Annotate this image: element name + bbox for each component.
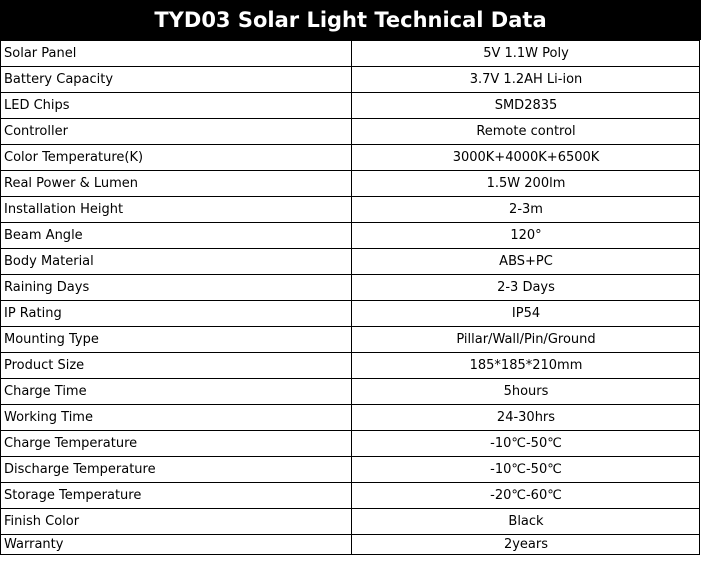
spec-label: Product Size bbox=[4, 358, 85, 373]
spec-value: -20℃-60℃ bbox=[351, 483, 700, 508]
spec-value: -10℃-50℃ bbox=[351, 457, 700, 482]
spec-value: 3000K+4000K+6500K bbox=[351, 145, 700, 170]
spec-label: Real Power & Lumen bbox=[4, 176, 139, 191]
spec-label: Finish Color bbox=[4, 514, 80, 529]
table-title: TYD03 Solar Light Technical Data bbox=[0, 0, 701, 40]
table-row: Color Temperature(K) 3000K+4000K+6500K bbox=[0, 144, 700, 170]
spec-value: Black bbox=[351, 509, 700, 534]
table-row: IP Rating IP54 bbox=[0, 300, 700, 326]
spec-label: Mounting Type bbox=[4, 332, 99, 347]
table-row: Installation Height 2-3m bbox=[0, 196, 700, 222]
spec-value: -10℃-50℃ bbox=[351, 431, 700, 456]
spec-label: Controller bbox=[4, 124, 68, 139]
table-row: Product Size 185*185*210mm bbox=[0, 352, 700, 378]
spec-label: IP Rating bbox=[4, 306, 62, 321]
table-row: Beam Angle 120° bbox=[0, 222, 700, 248]
spec-value: 185*185*210mm bbox=[351, 353, 700, 378]
spec-value: 24-30hrs bbox=[351, 405, 700, 430]
spec-label: Charge Temperature bbox=[4, 436, 138, 451]
spec-label: Battery Capacity bbox=[4, 72, 114, 87]
spec-value: SMD2835 bbox=[351, 93, 700, 118]
spec-label: LED Chips bbox=[4, 98, 70, 113]
table-row: Charge Temperature -10℃-50℃ bbox=[0, 430, 700, 456]
spec-label: Warranty bbox=[4, 537, 64, 552]
table-row: Body Material ABS+PC bbox=[0, 248, 700, 274]
table-row: Raining Days 2-3 Days bbox=[0, 274, 700, 300]
table-row: Real Power & Lumen 1.5W 200lm bbox=[0, 170, 700, 196]
spec-value: 1.5W 200lm bbox=[351, 171, 700, 196]
table-row: Working Time 24-30hrs bbox=[0, 404, 700, 430]
table-row: LED Chips SMD2835 bbox=[0, 92, 700, 118]
spec-value: Pillar/Wall/Pin/Ground bbox=[351, 327, 700, 352]
spec-label: Charge Time bbox=[4, 384, 87, 399]
table-row: Controller Remote control bbox=[0, 118, 700, 144]
table-row: Storage Temperature -20℃-60℃ bbox=[0, 482, 700, 508]
table-row: Battery Capacity 3.7V 1.2AH Li-ion bbox=[0, 66, 700, 92]
spec-value: ABS+PC bbox=[351, 249, 700, 274]
spec-label: Working Time bbox=[4, 410, 93, 425]
spec-label: Raining Days bbox=[4, 280, 90, 295]
table-row: Discharge Temperature -10℃-50℃ bbox=[0, 456, 700, 482]
spec-label: Installation Height bbox=[4, 202, 124, 217]
table-row: Mounting Type Pillar/Wall/Pin/Ground bbox=[0, 326, 700, 352]
spec-value: IP54 bbox=[351, 301, 700, 326]
spec-value: 120° bbox=[351, 223, 700, 248]
spec-label: Color Temperature(K) bbox=[4, 150, 144, 165]
spec-value: 2-3m bbox=[351, 197, 700, 222]
spec-label: Body Material bbox=[4, 254, 94, 269]
spec-value: 2years bbox=[351, 535, 700, 555]
spec-label: Solar Panel bbox=[4, 46, 77, 61]
spec-label: Storage Temperature bbox=[4, 488, 142, 503]
table-row: Solar Panel 5V 1.1W Poly bbox=[0, 40, 700, 66]
spec-value: 3.7V 1.2AH Li-ion bbox=[351, 67, 700, 92]
table-row: Warranty 2years bbox=[0, 534, 700, 555]
spec-value: 5V 1.1W Poly bbox=[351, 41, 700, 66]
spec-value: 2-3 Days bbox=[351, 275, 700, 300]
table-row: Charge Time 5hours bbox=[0, 378, 700, 404]
spec-label: Beam Angle bbox=[4, 228, 83, 243]
table-row: Finish Color Black bbox=[0, 508, 700, 534]
spec-value: Remote control bbox=[351, 119, 700, 144]
spec-value: 5hours bbox=[351, 379, 700, 404]
spec-label: Discharge Temperature bbox=[4, 462, 156, 477]
